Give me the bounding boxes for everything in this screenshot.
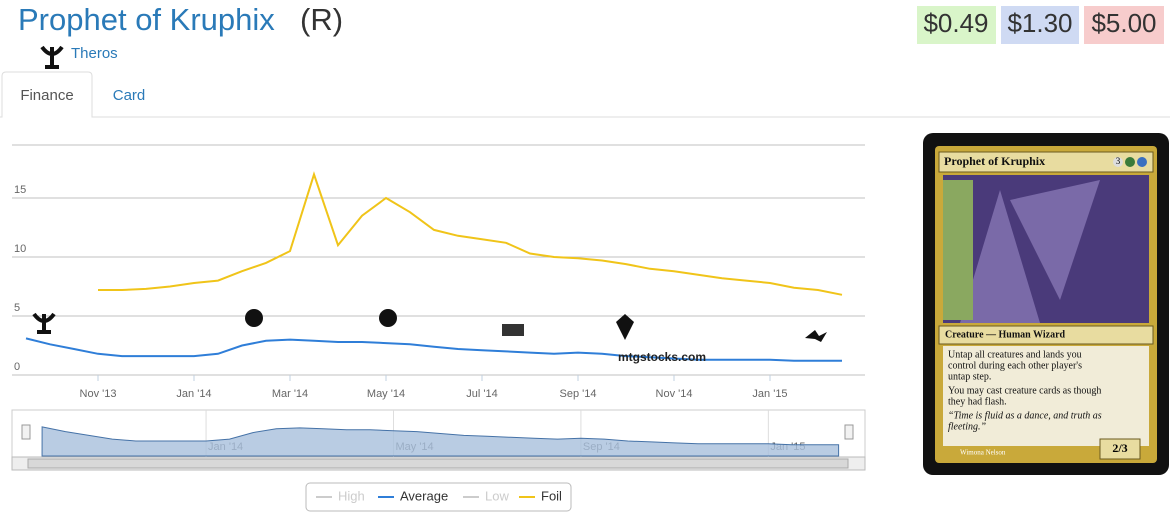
series-line <box>98 171 843 296</box>
x-tick-label: Sep '14 <box>560 388 597 400</box>
tab-border <box>0 71 1170 118</box>
legend <box>305 482 572 512</box>
card-image: Prophet of Kruphix 3 Creature — Human Wi… <box>923 133 1169 475</box>
x-tick-label: Jul '14 <box>466 388 497 400</box>
legend-label: High <box>338 488 365 503</box>
card-title[interactable]: Prophet of Kruphix <box>18 2 275 37</box>
card-rules: Untap all creatures and lands you <box>948 349 1082 360</box>
set-icon <box>40 45 64 69</box>
y-tick-label: 10 <box>14 243 26 255</box>
x-tick-label: Jan '15 <box>752 388 787 400</box>
nav-area <box>41 426 840 457</box>
x-tick-label: Nov '13 <box>80 388 117 400</box>
legend-label: Low <box>485 488 509 503</box>
card-flavor: “Time is fluid as a dance, and truth as <box>948 410 1102 421</box>
rarity: (R) <box>300 2 343 37</box>
price-box <box>1001 6 1079 44</box>
card-type: Creature — Human Wizard <box>945 329 1066 340</box>
card-artist: Wimona Nelson <box>960 449 1006 457</box>
y-tick-label: 15 <box>14 184 26 196</box>
x-tick-label: May '14 <box>367 388 405 400</box>
card-pt: 2/3 <box>1112 441 1127 455</box>
x-tick-label: Jan '14 <box>176 388 211 400</box>
x-tick-label: Mar '14 <box>272 388 308 400</box>
x-tick-label: Nov '14 <box>656 388 693 400</box>
tab[interactable]: Finance <box>20 87 73 104</box>
legend-label: Foil <box>541 488 562 503</box>
tab[interactable]: Card <box>113 87 146 104</box>
price-box <box>1084 6 1164 44</box>
legend-items: High Average Low Foil <box>316 488 562 503</box>
plot: 0 5 10 15 Nov '13 Jan '14 Mar '14 May '14 Jul '1… <box>12 171 865 400</box>
price-foil: $5.00 <box>1091 8 1156 38</box>
card-rules: untap step. <box>948 371 991 382</box>
price-box <box>917 6 996 44</box>
watermark: mtgstocks.com <box>618 350 706 364</box>
card-rules: they had flash. <box>948 396 1007 407</box>
y-tick-label: 0 <box>14 361 20 373</box>
legend-label: Average <box>400 488 448 503</box>
y-tick-label: 5 <box>14 302 20 314</box>
card-rules: control during each other player's <box>948 360 1082 371</box>
set-link[interactable]: Theros <box>71 45 118 62</box>
set-icons <box>32 309 827 342</box>
card-rules: You may cast creature cards as though <box>948 385 1101 396</box>
price-low: $0.49 <box>923 8 988 38</box>
series-line <box>25 337 842 362</box>
price-avg: $1.30 <box>1007 8 1072 38</box>
card-name: Prophet of Kruphix <box>944 154 1045 168</box>
card-cost: 3 <box>1116 156 1121 166</box>
card-flavor: fleeting.” <box>948 421 986 432</box>
